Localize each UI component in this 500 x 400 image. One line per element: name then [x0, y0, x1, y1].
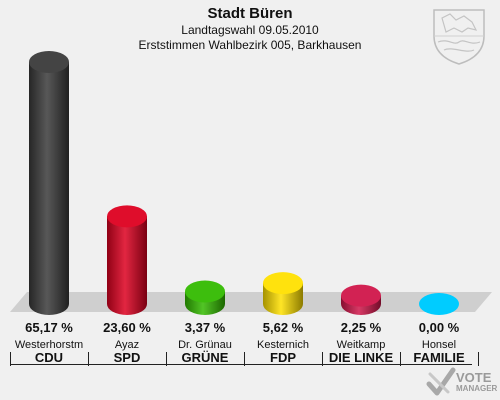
candidate-label-spd: Ayaz [114, 339, 140, 351]
x-axis-separator [400, 352, 401, 366]
bar-spd [107, 205, 147, 315]
candidate-label-cdu: Westerhorstm [14, 339, 84, 351]
bar-top-die-linke [341, 284, 381, 307]
x-axis-separator [478, 352, 479, 366]
candidate-label-grune: Dr. Grünau [178, 339, 232, 351]
x-axis-separator [166, 352, 167, 366]
bar-body-cdu [29, 62, 69, 315]
candidate-label-familie: Honsel [421, 339, 457, 351]
chart-title: Stadt Büren [207, 5, 293, 22]
category-label-familie: FAMILIE [413, 350, 465, 365]
category-label-die-linke: DIE LINKE [328, 350, 394, 365]
category-label-cdu: CDU [34, 350, 64, 365]
bar-top-grune [185, 280, 225, 303]
bar-top-cdu [29, 51, 69, 73]
chart-subtitle-district: Erststimmen Wahlbezirk 005, Barkhausen [138, 38, 362, 52]
vote-manager-check-icon [426, 367, 456, 396]
bar-cdu [29, 51, 69, 315]
bar-top-fdp [263, 272, 303, 295]
candidate-label-die-linke: Weitkamp [336, 339, 386, 351]
coat-of-arms-icon [433, 9, 485, 65]
x-axis-separator [322, 352, 323, 366]
bar-top-spd [107, 205, 147, 228]
bar-fdp [263, 272, 303, 315]
bar-grune [185, 280, 225, 315]
x-axis-separator [88, 352, 89, 366]
bar-familie [419, 293, 459, 315]
bar-die-linke [341, 284, 381, 315]
brand-line2: MANAGER [456, 384, 498, 393]
category-label-grune: GRÜNE [181, 350, 229, 365]
chart-subtitle: Landtagswahl 09.05.2010 [181, 23, 319, 37]
value-label-familie: 0,00 % [418, 320, 460, 335]
bar-top-familie [419, 293, 459, 315]
value-label-cdu: 65,17 % [25, 320, 73, 335]
category-label-fdp: FDP [270, 350, 296, 365]
value-label-grune: 3,37 % [184, 320, 226, 335]
brand-line1: VOTE [456, 370, 492, 385]
x-axis-separator [244, 352, 245, 366]
candidate-label-fdp: Kesternich [257, 339, 309, 351]
value-label-fdp: 5,62 % [262, 320, 304, 335]
vote-manager-logo: VOTE MANAGER [426, 366, 498, 398]
value-label-spd: 23,60 % [103, 320, 151, 335]
category-label-spd: SPD [113, 350, 141, 365]
x-axis-line [10, 364, 472, 365]
bar-body-spd [107, 216, 147, 315]
value-label-die-linke: 2,25 % [340, 320, 382, 335]
x-axis-separator [10, 352, 11, 366]
